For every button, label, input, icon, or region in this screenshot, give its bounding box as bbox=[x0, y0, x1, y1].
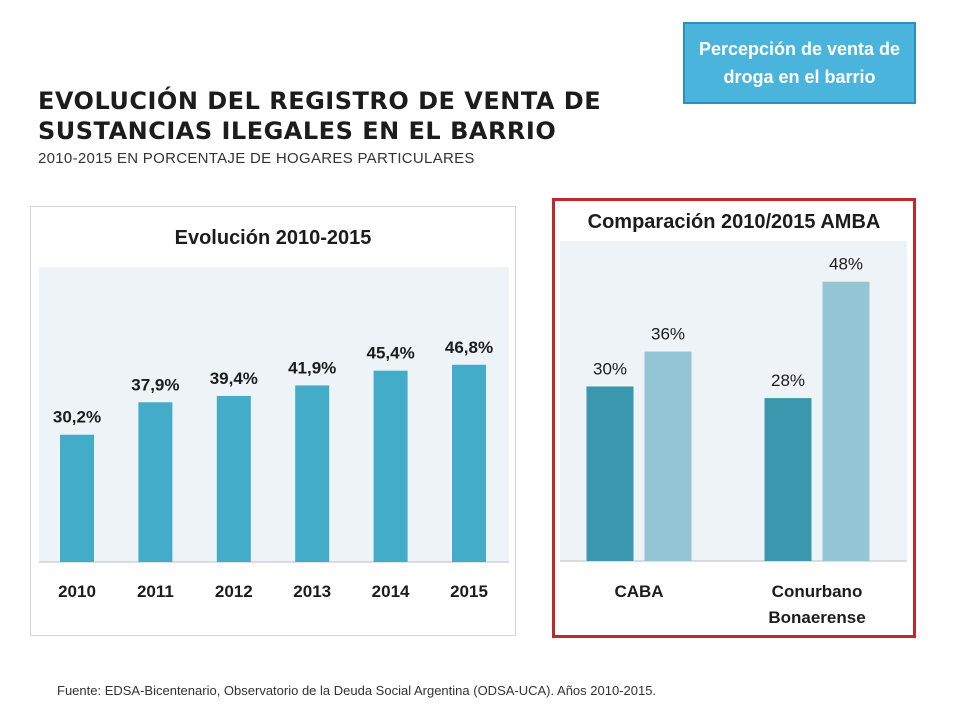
data-label-2011: 37,9% bbox=[131, 375, 179, 394]
data-label-caba-s2: 36% bbox=[651, 325, 685, 344]
x-tick-2013: 2013 bbox=[293, 582, 331, 601]
data-label-2014: 45,4% bbox=[366, 344, 414, 363]
bar-2010 bbox=[60, 434, 94, 562]
x-tick-2012: 2012 bbox=[215, 582, 253, 601]
badge-perception: Percepción de venta de droga en el barri… bbox=[683, 22, 916, 104]
x-tick-caba: CABA bbox=[614, 582, 663, 601]
bar-caba-s1 bbox=[586, 386, 634, 561]
badge-text: Percepción de venta de droga en el barri… bbox=[698, 39, 901, 87]
x-tick-2010: 2010 bbox=[58, 582, 96, 601]
data-label-2010: 30,2% bbox=[53, 408, 101, 427]
page-subtitle: 2010-2015 EN PORCENTAJE DE HOGARES PARTI… bbox=[38, 150, 475, 167]
page-title: EVOLUCIÓN DEL REGISTRO DE VENTA DE SUSTA… bbox=[38, 87, 602, 145]
data-label-2015: 46,8% bbox=[445, 338, 493, 357]
bar-2014 bbox=[373, 370, 408, 562]
data-label-2013: 41,9% bbox=[288, 358, 336, 377]
comparison-chart-title: Comparación 2010/2015 AMBA bbox=[587, 211, 881, 233]
bar-2011 bbox=[138, 402, 173, 562]
evolution-panel: Evolución 2010-2015 30,2% 2010 37,9% 2011 39… bbox=[30, 206, 516, 636]
bar-2013 bbox=[295, 385, 330, 562]
source-footnote: Fuente: EDSA-Bicentenario, Observatorio … bbox=[57, 683, 657, 698]
bar-2012 bbox=[216, 395, 251, 562]
bar-caba-s2 bbox=[644, 351, 692, 561]
data-label-2012: 39,4% bbox=[210, 369, 258, 388]
comparison-chart: 30% 36% CABA 28% 48% Conurbano Bonaerense bbox=[560, 241, 907, 627]
comparison-panel: Comparación 2010/2015 AMBA 30% 36% CABA 28%… bbox=[552, 198, 916, 638]
data-label-caba-s1: 30% bbox=[593, 359, 627, 378]
bar-conurbano-bonaerense-s1 bbox=[764, 398, 812, 561]
plot-area bbox=[39, 267, 509, 562]
bar-2015 bbox=[452, 364, 486, 562]
x-tick-conurbano-bonaerense: Conurbano Bonaerense bbox=[768, 582, 865, 627]
data-label-conurbano-bonaerense-s1: 28% bbox=[771, 371, 805, 390]
x-tick-2015: 2015 bbox=[450, 582, 488, 601]
x-tick-2011: 2011 bbox=[137, 582, 174, 601]
x-tick-2014: 2014 bbox=[372, 582, 410, 601]
bar-conurbano-bonaerense-s2 bbox=[822, 281, 870, 561]
data-label-conurbano-bonaerense-s2: 48% bbox=[829, 255, 863, 274]
evolution-chart: 30,2% 2010 37,9% 2011 39,4% 2012 41,9% 2013 45,4… bbox=[39, 267, 509, 601]
evolution-chart-title: Evolución 2010-2015 bbox=[174, 227, 372, 249]
